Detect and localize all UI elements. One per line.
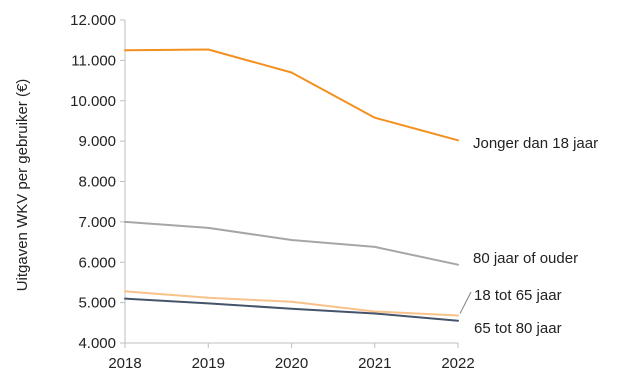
x-tick-label: 2022 bbox=[441, 355, 474, 372]
y-tick-label: 11.000 bbox=[71, 52, 116, 69]
series-label-4: 65 tot 80 jaar bbox=[474, 320, 562, 337]
y-tick-label: 10.000 bbox=[70, 93, 116, 110]
series-line-2 bbox=[124, 220, 459, 266]
axes: 4.000 5.000 6.000 7.000 8.000 9.000 10.000 11.0… bbox=[70, 12, 475, 372]
y-tick-label: 12.000 bbox=[70, 12, 116, 29]
series-label-1: Jonger dan 18 jaar bbox=[473, 135, 598, 152]
y-tick-label: 6.000 bbox=[78, 254, 116, 271]
series-label-leader bbox=[459, 291, 472, 314]
y-tick-label: 8.000 bbox=[78, 174, 116, 191]
series-label-2: 80 jaar of ouder bbox=[473, 250, 578, 267]
x-tick-label: 2020 bbox=[275, 355, 308, 372]
x-tick-label: 2021 bbox=[358, 355, 391, 372]
y-tick-label: 7.000 bbox=[78, 214, 116, 231]
x-tick-label: 2018 bbox=[108, 355, 141, 372]
x-tick-label: 2019 bbox=[192, 355, 225, 372]
y-tick-label: 5.000 bbox=[78, 295, 116, 312]
series-line-1 bbox=[124, 48, 459, 142]
series-labels: Jonger dan 18 jaar 80 jaar of ouder 18 tot… bbox=[459, 135, 598, 337]
series-lines bbox=[124, 48, 459, 322]
series-label-3: 18 tot 65 jaar bbox=[474, 287, 562, 304]
series-line-4 bbox=[124, 297, 459, 322]
y-tick-label: 9.000 bbox=[78, 133, 116, 150]
y-tick-label: 4.000 bbox=[78, 335, 116, 352]
y-axis-title: Uitgaven WKV per gebruiker (€) bbox=[14, 79, 31, 292]
series-line-3 bbox=[124, 290, 459, 317]
